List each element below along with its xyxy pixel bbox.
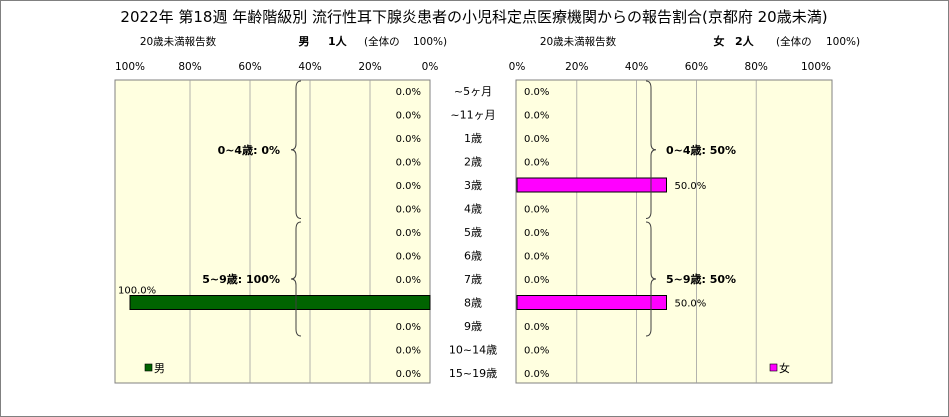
female-group-label: 5~9歳: 50% xyxy=(666,272,736,286)
male-value-label: 0.0% xyxy=(396,322,421,333)
female-axis-ticks: 0% 20% 40% 60% 80% 100% xyxy=(509,61,831,73)
male-header-count: 1人 xyxy=(328,34,348,48)
female-bar xyxy=(516,295,667,310)
male-axis-ticks: 100% 80% 60% 40% 20% 0% xyxy=(115,61,438,73)
category-label: 1歳 xyxy=(464,132,482,145)
male-group-brace xyxy=(290,80,302,219)
male-group-label: 5~9歳: 100% xyxy=(202,272,280,286)
male-value-label: 0.0% xyxy=(396,205,421,216)
male-value-label: 0.0% xyxy=(396,228,421,239)
female-header-total-pct: 100%) xyxy=(826,36,860,48)
female-header-count: 2人 xyxy=(735,34,755,48)
group-braces: 0~4歳: 0% 5~9歳: 100% 0~4歳: 50% 5~9歳: 50% xyxy=(202,80,736,337)
male-bar xyxy=(129,295,431,310)
female-value-label: 0.0% xyxy=(524,205,549,216)
male-tick-label: 100% xyxy=(115,61,145,73)
male-value-label: 0.0% xyxy=(396,275,421,286)
legend-female-label: 女 xyxy=(779,361,790,375)
female-group-label: 0~4歳: 50% xyxy=(666,143,736,157)
category-label: 2歳 xyxy=(464,156,482,169)
female-tick-label: 100% xyxy=(801,61,831,73)
male-header-caption: 20歳未満報告数 xyxy=(140,35,217,48)
female-tick-label: 20% xyxy=(565,61,588,73)
male-value-label: 0.0% xyxy=(396,158,421,169)
male-value-label: 0.0% xyxy=(396,252,421,263)
male-header-total-note: (全体の xyxy=(364,35,400,48)
female-tick-label: 60% xyxy=(685,61,708,73)
category-label: 8歳 xyxy=(464,297,482,310)
male-tick-label: 20% xyxy=(358,61,381,73)
female-tick-label: 40% xyxy=(625,61,648,73)
female-plot-area xyxy=(515,79,833,384)
female-value-label: 50.0% xyxy=(675,181,707,192)
female-value-label: 0.0% xyxy=(524,228,549,239)
female-bar xyxy=(516,177,667,193)
female-value-label: 50.0% xyxy=(675,299,707,310)
category-label: 10~14歳 xyxy=(449,344,497,357)
female-value-label: 0.0% xyxy=(524,134,549,145)
female-header-total-note: (全体の xyxy=(776,35,812,48)
legend-male-swatch xyxy=(144,363,153,372)
female-group-brace xyxy=(645,80,657,219)
female-header-caption: 20歳未満報告数 xyxy=(540,35,617,48)
male-plot-area xyxy=(114,79,431,384)
category-label: 7歳 xyxy=(464,273,482,286)
legend-male-label: 男 xyxy=(154,362,165,375)
category-label: 6歳 xyxy=(464,250,482,263)
male-value-label: 0.0% xyxy=(396,181,421,192)
value-labels: 0.0% 0.0% 0.0% 0.0% 0.0% 0.0% 0.0% 0.0% 0.0% 100.… xyxy=(118,87,706,380)
female-value-label: 0.0% xyxy=(524,322,549,333)
female-value-label: 0.0% xyxy=(524,158,549,169)
category-label: 9歳 xyxy=(464,320,482,333)
female-value-label: 0.0% xyxy=(524,111,549,122)
female-value-label: 0.0% xyxy=(524,346,549,357)
category-label: ~11ヶ月 xyxy=(450,109,495,122)
male-tick-label: 60% xyxy=(238,61,261,73)
male-group-brace xyxy=(290,221,302,337)
male-group-label: 0~4歳: 0% xyxy=(218,143,280,157)
female-header-label: 女 xyxy=(714,34,725,48)
male-tick-label: 80% xyxy=(178,61,201,73)
category-label: 5歳 xyxy=(464,226,482,239)
male-value-label: 100.0% xyxy=(118,286,156,297)
male-header-label: 男 xyxy=(299,35,310,48)
male-value-label: 0.0% xyxy=(396,346,421,357)
female-value-label: 0.0% xyxy=(524,369,549,380)
category-label: 15~19歳 xyxy=(449,367,497,380)
male-tick-label: 0% xyxy=(422,61,439,73)
bars xyxy=(129,177,667,310)
legend-female-swatch xyxy=(769,363,778,372)
female-tick-label: 80% xyxy=(745,61,768,73)
gridlines xyxy=(189,80,757,383)
male-value-label: 0.0% xyxy=(396,369,421,380)
male-value-label: 0.0% xyxy=(396,111,421,122)
female-value-label: 0.0% xyxy=(524,252,549,263)
female-value-label: 0.0% xyxy=(524,87,549,98)
female-group-brace xyxy=(645,221,657,337)
male-tick-label: 40% xyxy=(298,61,321,73)
category-label: ~5ヶ月 xyxy=(454,85,492,98)
category-label: 3歳 xyxy=(464,179,482,192)
chart-title: 2022年 第18週 年齢階級別 流行性耳下腺炎患者の小児科定点医療機関からの報… xyxy=(120,8,827,26)
female-tick-label: 0% xyxy=(509,61,526,73)
male-header-total-pct: 100%) xyxy=(413,36,447,48)
female-value-label: 0.0% xyxy=(524,275,549,286)
male-value-label: 0.0% xyxy=(396,87,421,98)
male-value-label: 0.0% xyxy=(396,134,421,145)
category-labels: ~5ヶ月 ~11ヶ月 1歳 2歳 3歳 4歳 5歳 6歳 7歳 8歳 9歳 10~14歳 15~19歳 xyxy=(449,85,497,380)
category-label: 4歳 xyxy=(464,203,482,216)
